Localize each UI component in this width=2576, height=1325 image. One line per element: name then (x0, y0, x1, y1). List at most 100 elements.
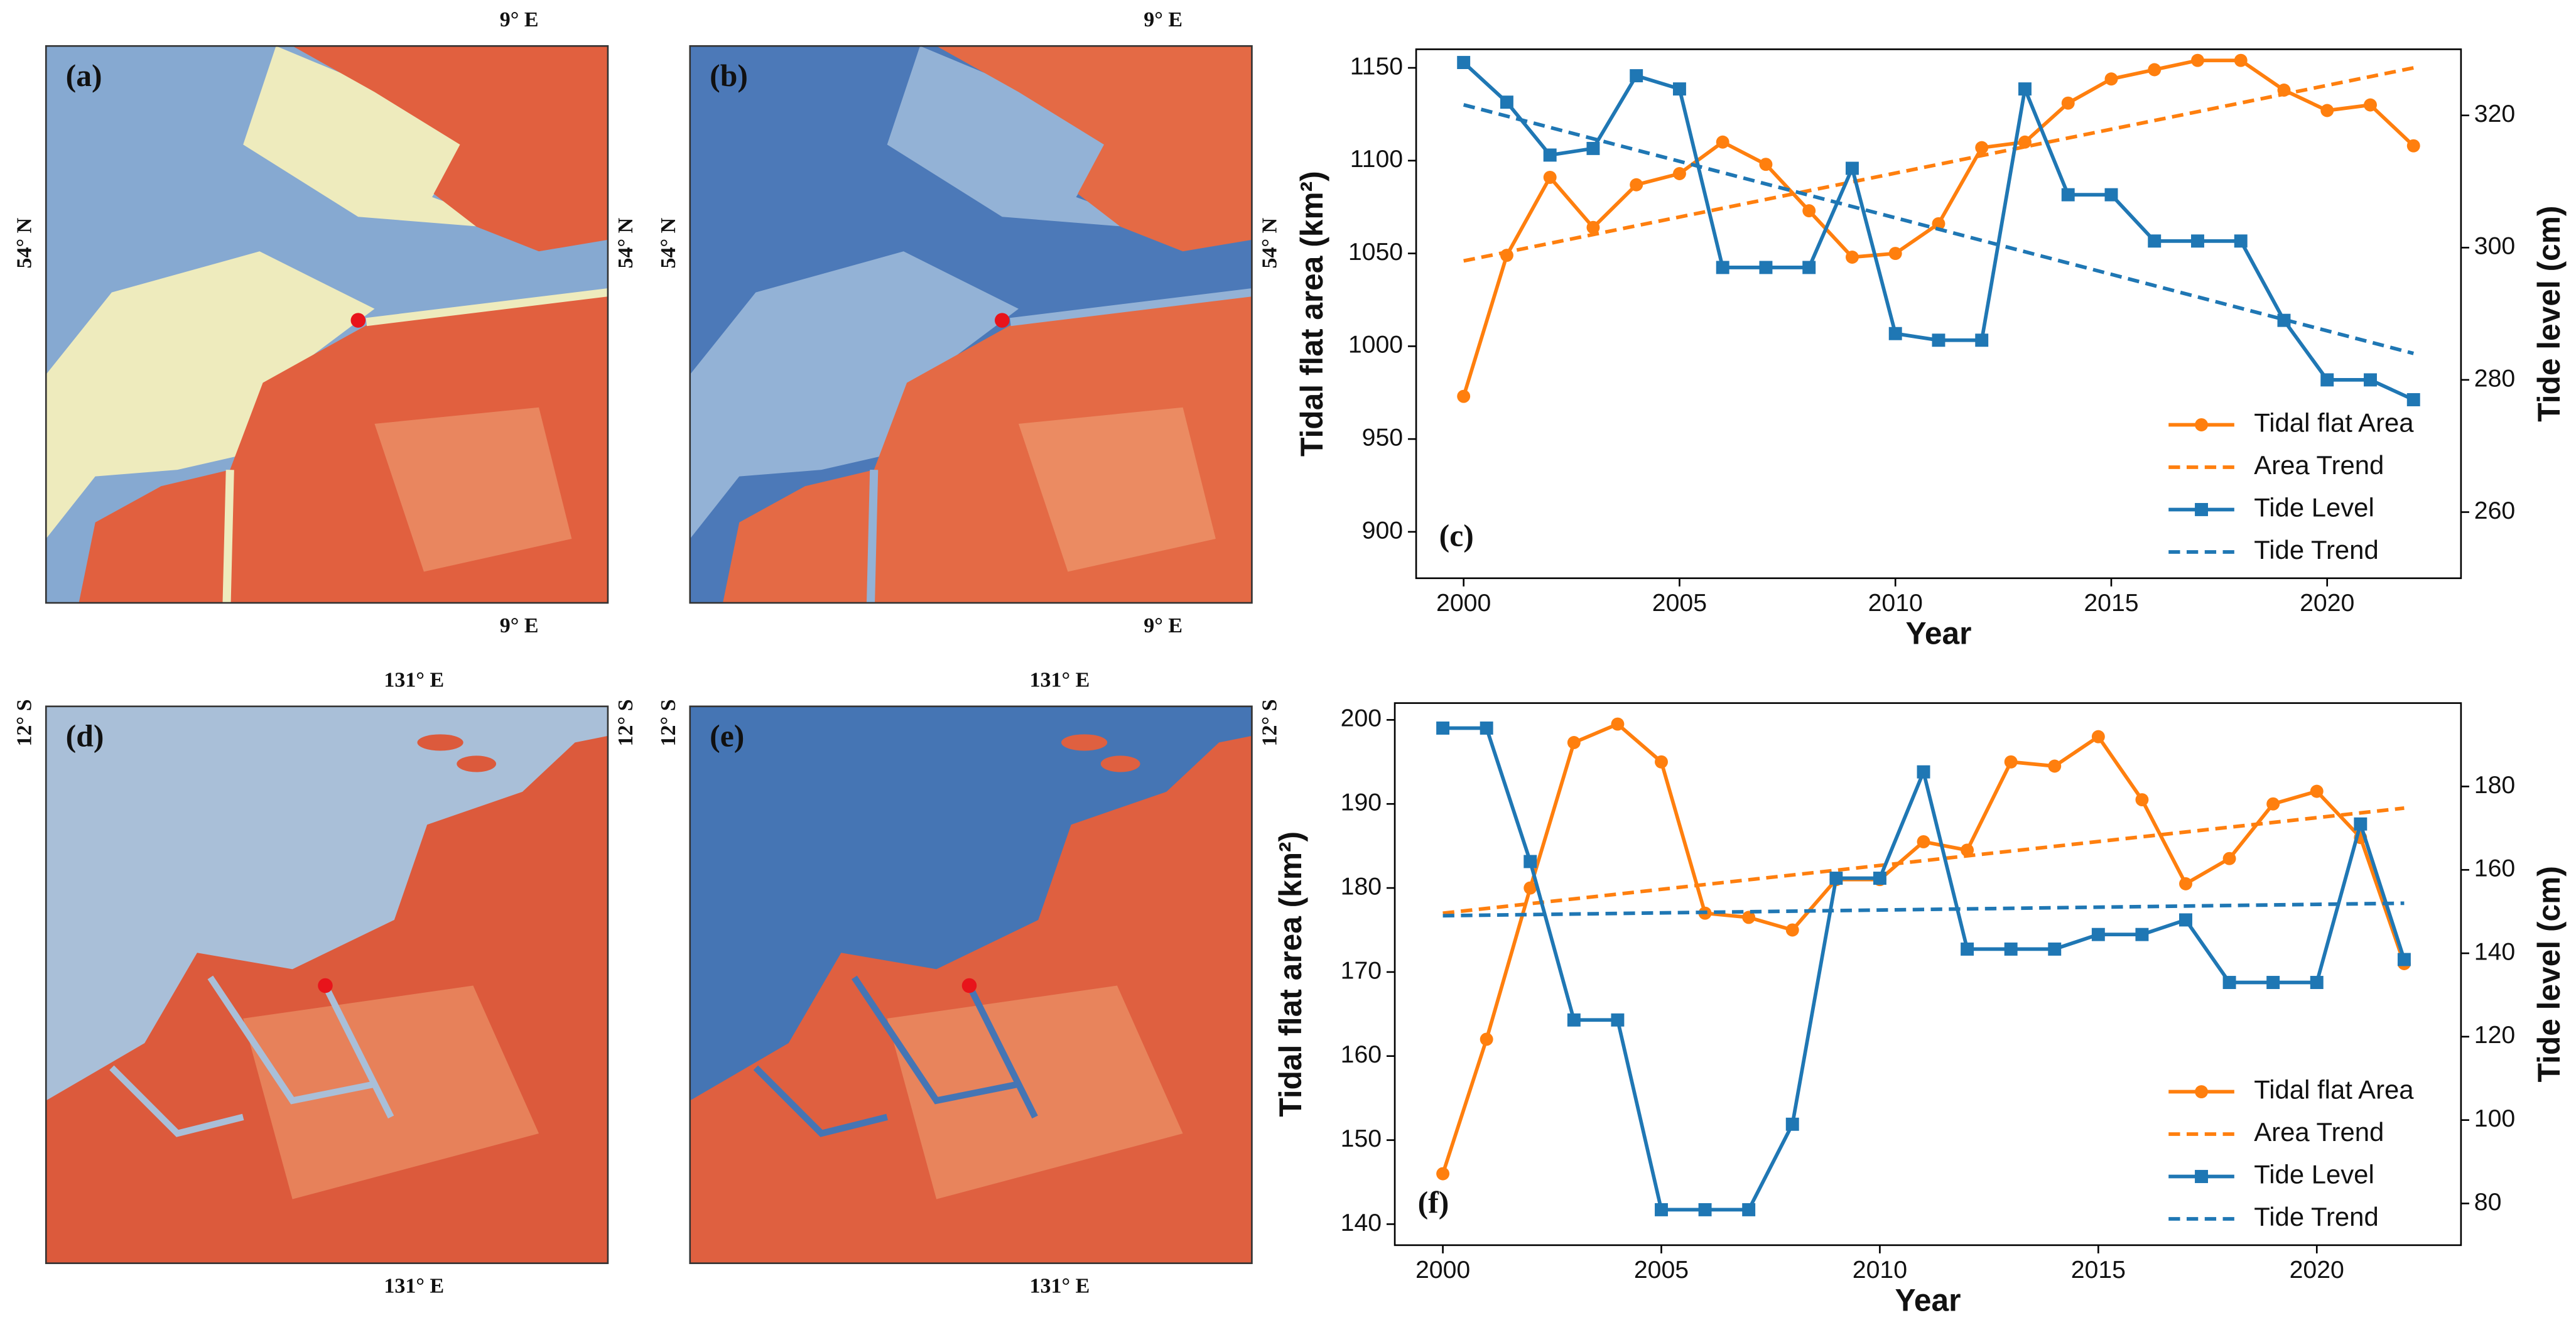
data-point (2191, 53, 2204, 67)
y2-tick-label: 260 (2474, 497, 2515, 524)
map-land (292, 46, 608, 252)
legend-marker (2195, 1170, 2208, 1183)
x-tick-label: 2005 (1652, 589, 1707, 617)
data-point (1975, 333, 1989, 347)
data-point (1543, 148, 1557, 162)
lat-label-right: 12° S (614, 699, 637, 746)
data-point (2148, 63, 2162, 77)
y2-tick-label: 280 (2474, 364, 2515, 392)
data-point (1630, 69, 1643, 83)
data-point (2148, 234, 2162, 248)
legend-label: Tide Trend (2254, 1202, 2378, 1231)
data-point (2179, 877, 2192, 890)
data-point (1845, 251, 1859, 264)
data-point (2222, 852, 2236, 865)
y2-tick-label: 320 (2474, 100, 2515, 127)
y2-tick-label: 100 (2474, 1105, 2515, 1132)
x-tick-label: 2015 (2071, 1256, 2126, 1284)
data-point (2018, 135, 2032, 149)
y-tick-label: 900 (1362, 516, 1403, 544)
data-point (1829, 872, 1843, 885)
map-panel: (a) 9° E 9° E 54° N 54° N (13, 8, 637, 637)
panel-label: (f) (1418, 1185, 1449, 1220)
lat-label-right: 54° N (1258, 217, 1282, 268)
y-tick-label: 1000 (1348, 331, 1403, 359)
x-tick-label: 2005 (1634, 1256, 1689, 1284)
x-axis-label: Year (1895, 1283, 1961, 1318)
map-frame (689, 45, 1253, 604)
data-point (1932, 217, 1946, 230)
y2-tick-label: 120 (2474, 1021, 2515, 1049)
y2-tick-label: 80 (2474, 1188, 2502, 1216)
y-tick-label: 1050 (1348, 238, 1403, 266)
x-tick-label: 2020 (2290, 1256, 2344, 1284)
x-tick-label: 2020 (2300, 589, 2354, 617)
data-point (1586, 141, 1600, 155)
data-point (1611, 717, 1625, 731)
data-point (1655, 1203, 1668, 1216)
data-point (2061, 188, 2075, 202)
y2-axis-label: Tide level (cm) (2531, 206, 2567, 422)
map-flat (690, 251, 1019, 539)
data-point (1698, 1203, 1712, 1216)
data-point (1630, 178, 1643, 192)
data-point (2004, 755, 2018, 769)
y-tick-label: 200 (1341, 705, 1382, 732)
data-point (2222, 976, 2236, 989)
map-flat (243, 46, 522, 230)
legend-label: Tidal flat Area (2254, 1075, 2414, 1105)
data-point (2266, 976, 2280, 989)
data-point (2179, 913, 2192, 927)
data-point (2135, 928, 2149, 941)
data-point (2406, 139, 2420, 153)
map-river (866, 288, 1253, 603)
map-frame (45, 705, 609, 1264)
map-flat (46, 251, 375, 539)
legend-marker (2195, 1085, 2208, 1099)
y2-tick-label: 160 (2474, 855, 2515, 882)
data-point (1567, 736, 1581, 749)
data-point (2135, 793, 2149, 806)
data-point (1785, 1117, 1799, 1131)
y-tick-label: 180 (1341, 872, 1382, 900)
y2-tick-label: 180 (2474, 771, 2515, 799)
data-point (1845, 161, 1859, 175)
data-point (1586, 220, 1600, 234)
data-point (2320, 373, 2334, 387)
y-axis-label: Tidal flat area (km²) (1294, 171, 1329, 457)
y-tick-label: 140 (1341, 1209, 1382, 1236)
x-tick-label: 2010 (1868, 589, 1923, 617)
data-point (1742, 911, 1756, 924)
data-point (2397, 953, 2411, 966)
lon-label-top: 131° E (384, 668, 444, 691)
y2-tick-label: 300 (2474, 232, 2515, 260)
y-tick-label: 170 (1341, 956, 1382, 984)
data-point (1802, 261, 1816, 274)
y-tick-label: 160 (1341, 1041, 1382, 1068)
trend-line (1442, 901, 2405, 918)
data-point (2364, 98, 2377, 112)
data-point (1500, 95, 1513, 109)
map-island (457, 755, 497, 772)
data-point (1932, 333, 1946, 347)
map-island (1061, 734, 1108, 751)
trend-line (1463, 103, 2414, 355)
plot-frame (1415, 48, 2462, 580)
lon-label-bottom: 131° E (384, 1275, 444, 1298)
map-frame (45, 45, 609, 604)
data-point (2277, 313, 2291, 327)
data-point (1436, 1167, 1450, 1181)
data-point (2018, 82, 2032, 96)
series-line (1441, 722, 2406, 1174)
data-point (1785, 923, 1799, 937)
data-point (1457, 56, 1471, 69)
y-tick-label: 1100 (1350, 145, 1403, 173)
data-point (1802, 204, 1816, 218)
trend-line (1463, 66, 2414, 263)
map-land (887, 985, 1183, 1199)
y-tick-label: 190 (1341, 789, 1382, 816)
panel-label: (b) (710, 58, 748, 93)
legend-label: Tidal flat Area (2254, 408, 2414, 438)
data-point (1543, 170, 1557, 184)
data-point (1611, 1013, 1625, 1027)
